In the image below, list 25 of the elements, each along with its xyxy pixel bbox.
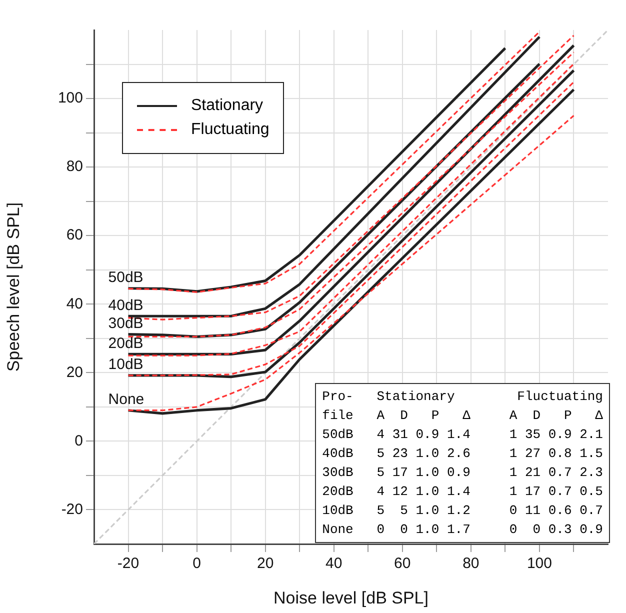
legend-label: Stationary bbox=[191, 97, 264, 115]
annotation: None bbox=[108, 391, 144, 408]
x-tick-label: 0 bbox=[192, 555, 201, 572]
annotation: 50dB bbox=[108, 269, 144, 286]
y-tick-label: -20 bbox=[61, 500, 83, 518]
x-tick-label: 80 bbox=[462, 555, 480, 572]
annotation: 20dB bbox=[108, 334, 144, 352]
x-tick-label: 100 bbox=[526, 555, 552, 572]
annotation: 40dB bbox=[108, 296, 144, 314]
annotation: 30dB bbox=[108, 314, 144, 332]
y-tick-label: 20 bbox=[66, 364, 83, 381]
x-tick-label: 60 bbox=[394, 555, 411, 572]
y-tick-label: 100 bbox=[58, 90, 83, 107]
y-tick-label: 0 bbox=[74, 432, 83, 450]
annotation: 10dB bbox=[108, 356, 144, 374]
legend-label: Fluctuating bbox=[191, 121, 270, 139]
y-tick-label: 40 bbox=[66, 295, 83, 312]
y-tick-label: 60 bbox=[66, 226, 83, 244]
y-axis-title: Speech level [dB SPL] bbox=[4, 202, 23, 372]
x-tick-label: 40 bbox=[326, 555, 342, 572]
y-tick-label: 80 bbox=[66, 158, 83, 176]
x-tick-label: -20 bbox=[117, 555, 140, 572]
x-axis-title: Noise level [dB SPL] bbox=[274, 588, 428, 608]
annotation: Pro- Stationary Fluctuating file A D P Δ A D P Δ 50dB 4 31 0.9 1.4 1 35 0.9 2.1 40dB 5 23 1.0 2.6 1 27 0.8 1.5 30dB 5 17 1.0 0.9 1 21 0.7 2.3 20dB 4 12 1.0 1.4 1 17 0.7 0.5 10dB 5 5 1.0 1.2 0 11 0.6 0.7 None 0 0 1.0 1.7 0 0 0.3 0.9 bbox=[315, 383, 610, 543]
x-tick-label: 20 bbox=[256, 555, 274, 572]
